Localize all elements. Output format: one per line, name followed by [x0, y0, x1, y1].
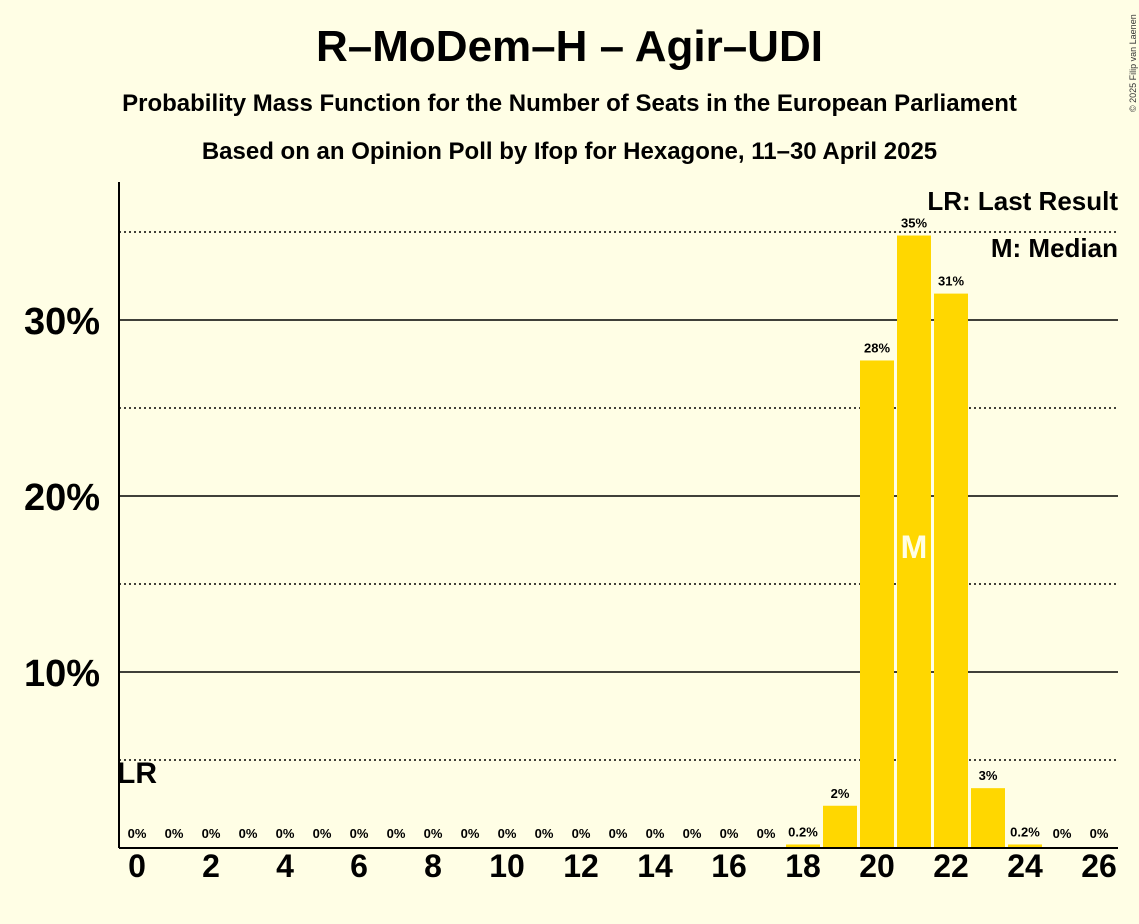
bar [1008, 844, 1042, 848]
x-tick-label: 6 [350, 848, 368, 884]
data-label: 0% [535, 826, 554, 841]
data-label: 35% [901, 216, 927, 231]
y-tick-label: 10% [24, 653, 100, 695]
chart-source: Based on an Opinion Poll by Ifop for Hex… [201, 138, 938, 165]
legend-last-result: LR: Last Result [927, 186, 1118, 216]
data-label: 0% [424, 826, 443, 841]
data-label: 2% [831, 786, 850, 801]
data-label: 0% [757, 826, 776, 841]
median-marker: M [901, 529, 928, 565]
x-tick-label: 0 [128, 848, 146, 884]
bar [860, 360, 894, 848]
data-label: 0% [313, 826, 332, 841]
bar [971, 788, 1005, 848]
y-tick-label: 20% [24, 477, 100, 519]
data-label: 0% [683, 826, 702, 841]
x-tick-label: 10 [489, 848, 525, 884]
data-label: 0% [128, 826, 147, 841]
x-tick-label: 16 [711, 848, 747, 884]
data-label: 0% [1053, 826, 1072, 841]
data-label: 0.2% [1010, 824, 1040, 839]
data-label: 0% [720, 826, 739, 841]
data-label: 0% [609, 826, 628, 841]
y-tick-label: 30% [24, 301, 100, 343]
data-label: 0% [498, 826, 517, 841]
x-tick-label: 20 [859, 848, 895, 884]
x-tick-label: 24 [1007, 848, 1043, 884]
last-result-marker: LR [117, 757, 157, 790]
data-label: 0.2% [788, 824, 818, 839]
x-tick-label: 4 [276, 848, 294, 884]
data-label: 0% [572, 826, 591, 841]
data-label: 0% [165, 826, 184, 841]
data-label: 0% [239, 826, 258, 841]
data-label: 0% [276, 826, 295, 841]
data-label: 3% [979, 768, 998, 783]
chart-title: R–MoDem–H – Agir–UDI [316, 22, 823, 71]
data-label: 0% [461, 826, 480, 841]
x-tick-label: 22 [933, 848, 969, 884]
x-tick-label: 18 [785, 848, 821, 884]
data-label: 0% [202, 826, 221, 841]
bar [823, 805, 857, 848]
data-label: 0% [387, 826, 406, 841]
bar [897, 235, 931, 848]
chart-subtitle: Probability Mass Function for the Number… [122, 90, 1017, 117]
x-tick-label: 26 [1081, 848, 1117, 884]
x-tick-label: 12 [563, 848, 599, 884]
x-tick-label: 8 [424, 848, 442, 884]
data-label: 0% [350, 826, 369, 841]
x-tick-label: 2 [202, 848, 220, 884]
x-tick-label: 14 [637, 848, 673, 884]
data-label: 28% [864, 340, 890, 355]
bar [786, 844, 820, 848]
data-label: 0% [646, 826, 665, 841]
legend-median: M: Median [991, 233, 1118, 263]
data-label: 0% [1090, 826, 1109, 841]
bar [934, 293, 968, 849]
data-label: 31% [938, 274, 964, 289]
